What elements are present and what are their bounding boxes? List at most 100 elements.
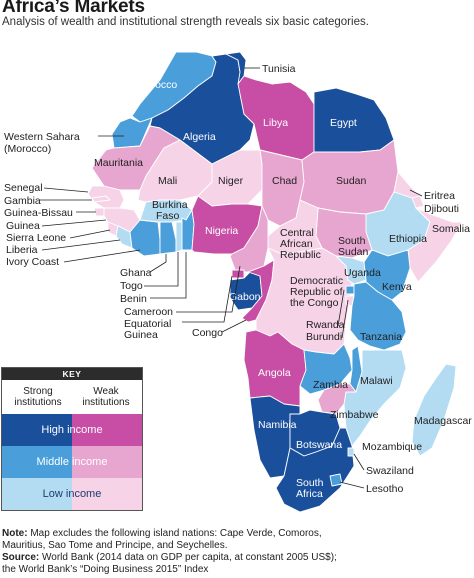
label-drc-3: the Congo — [290, 297, 339, 309]
label-drc-2: Republic of — [290, 286, 343, 298]
label-zimbabwe: Zimbabwe — [330, 409, 379, 421]
label-car-2: African — [280, 238, 313, 250]
label-ivory-coast: Ivory Coast — [6, 256, 59, 268]
note-line-2: Mauritius, Sao Tome and Principe, and Se… — [2, 540, 228, 551]
leader-togo — [144, 252, 179, 287]
label-eq-guinea-1: Equatorial — [124, 318, 171, 330]
note-label: Note: — [2, 528, 28, 539]
label-namibia: Namibia — [258, 419, 297, 431]
key-swatch-weak-high — [72, 414, 142, 446]
label-lesotho: Lesotho — [366, 483, 404, 495]
label-uganda: Uganda — [344, 267, 381, 279]
source-text: World Bank (2014 data on GDP per capita,… — [39, 552, 337, 563]
key-swatch-weak-middle — [72, 446, 142, 478]
region-zimbabwe — [317, 383, 357, 415]
source-label: Source: — [2, 552, 40, 563]
label-car-3: Republic — [280, 249, 321, 261]
leader-benin — [150, 252, 187, 299]
label-morocco: Morocco — [137, 79, 177, 91]
region-somalia — [407, 207, 463, 283]
label-mozambique: Mozambique — [362, 441, 422, 453]
key-swatch-strong-high — [2, 414, 72, 446]
label-south-africa-2: Africa — [296, 488, 323, 500]
source-line-1: Source: World Bank (2014 data on GDP per… — [2, 552, 472, 564]
label-gabon: Gabon — [229, 291, 261, 303]
key-grid: High income Middle income Low income — [2, 414, 142, 510]
label-chad: Chad — [272, 175, 297, 187]
map-subtitle: Analysis of wealth and institutional str… — [2, 16, 369, 28]
label-south-sudan-1: South — [338, 235, 366, 247]
leader-eq-guinea — [182, 275, 233, 323]
source-line-2: the World Bank’s “Doing Business 2015” I… — [2, 564, 209, 575]
label-car-1: Central — [280, 227, 314, 239]
region-tanzania — [349, 281, 407, 351]
key-col-strong-line1: Strong — [23, 386, 53, 397]
leader-burundi — [341, 299, 349, 339]
label-guinea-bissau: Guinea-Bissau — [4, 207, 73, 219]
label-zambia: Zambia — [313, 379, 348, 391]
leader-congo — [221, 319, 247, 333]
label-cameroon: Cameroon — [124, 306, 173, 318]
label-burundi: Burundi — [306, 331, 342, 343]
label-djibouti: Djibouti — [424, 203, 459, 215]
label-drc-1: Democratic — [290, 275, 343, 287]
label-tanzania: Tanzania — [360, 331, 402, 343]
key-swatch-weak-low — [72, 478, 142, 510]
key-column-headers: Strong institutions Weak institutions — [2, 380, 142, 414]
note-line-1: Note: Map excludes the following island … — [2, 528, 472, 540]
label-botswana: Botswana — [296, 439, 342, 451]
key-swatch-strong-low — [2, 478, 72, 510]
label-mauritania: Mauritania — [94, 157, 143, 169]
leader-lesotho — [339, 481, 365, 489]
key-swatch-strong-middle — [2, 446, 72, 478]
region-madagascar — [411, 363, 457, 457]
leader-rwanda — [337, 289, 345, 327]
label-algeria: Algeria — [183, 131, 216, 143]
leader-eritrea — [409, 189, 423, 197]
label-kenya: Kenya — [382, 281, 412, 293]
label-western-sahara-note: (Morocco) — [4, 143, 51, 155]
region-lesotho — [329, 473, 343, 487]
key-title: KEY — [2, 368, 142, 380]
leader-liberia — [41, 239, 121, 251]
key-row-high: High income — [41, 424, 103, 436]
label-benin: Benin — [120, 293, 147, 305]
region-kenya — [363, 249, 411, 301]
leader-cameroon — [176, 265, 241, 313]
region-niger — [197, 149, 263, 207]
key-row-low: Low income — [42, 488, 102, 500]
note-text: Map excludes the following island nation… — [27, 528, 322, 539]
label-eritrea: Eritrea — [424, 190, 455, 202]
label-south-sudan-2: Sudan — [338, 246, 369, 258]
region-gambia — [91, 195, 111, 203]
key-col-strong: Strong institutions — [4, 386, 72, 408]
label-south-africa-1: South — [296, 477, 324, 489]
region-south-africa — [275, 427, 355, 513]
label-congo: Congo — [192, 327, 223, 339]
label-burkina-1: Burkina — [152, 199, 188, 211]
label-madagascar: Madagascar — [414, 415, 472, 427]
leader-senegal — [43, 187, 89, 193]
label-eq-guinea-2: Guinea — [124, 329, 158, 341]
label-nigeria: Nigeria — [205, 225, 238, 237]
label-rwanda: Rwanda — [306, 319, 345, 331]
key-col-weak-line1: Weak — [93, 386, 119, 397]
label-togo: Togo — [120, 280, 143, 292]
leader-ivory-coast — [63, 249, 141, 263]
label-ethiopia: Ethiopia — [389, 233, 427, 245]
label-niger: Niger — [218, 175, 244, 187]
label-tunisia: Tunisia — [262, 63, 296, 75]
label-egypt: Egypt — [330, 117, 357, 129]
label-swaziland: Swaziland — [366, 465, 414, 477]
key-col-strong-line2: institutions — [14, 397, 62, 408]
region-rwanda — [345, 285, 355, 295]
label-malawi: Malawi — [360, 375, 393, 387]
label-western-sahara: Western Sahara — [4, 131, 80, 143]
leader-ghana — [149, 254, 167, 273]
label-guinea: Guinea — [6, 220, 40, 232]
label-somalia: Somalia — [432, 223, 470, 235]
key-col-weak-line2: institutions — [82, 397, 130, 408]
leader-guinea — [41, 219, 107, 227]
label-sudan: Sudan — [336, 175, 367, 187]
